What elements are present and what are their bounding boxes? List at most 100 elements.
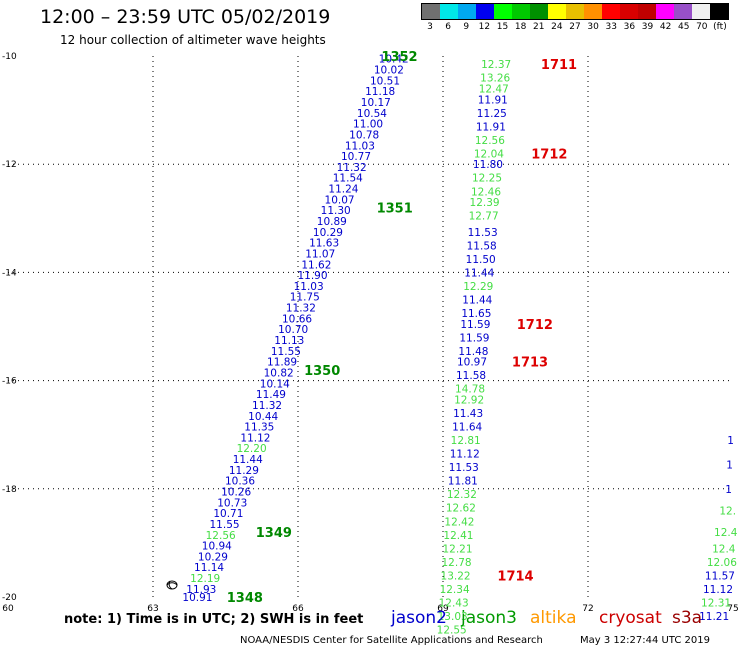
wave-height-value: 12.37 <box>481 59 511 71</box>
satellite-jason3-label: jason3 <box>461 608 517 628</box>
wave-height-value: 10.02 <box>374 65 404 77</box>
wave-height-value: 12.47 <box>479 83 509 95</box>
wave-height-value: 11.07 <box>305 248 335 260</box>
wave-height-value: 10.17 <box>361 97 391 109</box>
wave-height-value: 11.44 <box>462 294 492 306</box>
wave-height-value: 12.4 <box>714 527 738 539</box>
wave-height-value: 11.59 <box>459 332 489 344</box>
page-title: 12:00 – 23:59 UTC 05/02/2019 <box>40 6 331 28</box>
y-tick-label: -20 <box>2 593 17 603</box>
wave-height-value: 11.32 <box>286 303 316 315</box>
wave-height-value: 12.62 <box>446 503 476 515</box>
color-scale-bar <box>421 3 729 20</box>
wave-height-value: 13.22 <box>441 570 471 582</box>
y-tick-label: -18 <box>2 485 17 495</box>
y-axis-ticks: -10 -12 -14 -16 -18 -20 <box>2 52 17 603</box>
legend-swatch <box>674 4 692 19</box>
legend-label: 9 <box>463 22 470 32</box>
legend-swatch <box>566 4 584 19</box>
legend-label: 15 <box>496 22 509 32</box>
wave-height-value: 12.31 <box>701 597 731 609</box>
legend-swatch <box>638 4 656 19</box>
wave-height-value: 12.81 <box>451 435 481 447</box>
wave-height-value: 11.32 <box>337 162 367 174</box>
color-scale-labels: 3 6 9 12 15 18 21 24 27 30 33 36 39 42 45 70 (ft) <box>421 20 729 32</box>
wave-height-value: 11.24 <box>328 184 358 196</box>
wave-height-value: 11.55 <box>210 519 240 531</box>
wave-height-value: 10.71 <box>213 508 243 520</box>
wave-height-value: 10.78 <box>349 129 379 141</box>
wave-height-value: 11.14 <box>194 562 224 574</box>
wave-height-value: 10.29 <box>313 227 343 239</box>
wave-height-value: 11.35 <box>244 422 274 434</box>
wave-height-value: 12.25 <box>472 173 502 185</box>
wave-height-value: 12.55 <box>437 624 467 636</box>
wave-height-value: 11.00 <box>353 119 383 131</box>
track-number-label: 1712 <box>531 147 567 162</box>
wave-height-value: 11.53 <box>468 227 498 239</box>
legend-swatch <box>476 4 494 19</box>
wave-height-values: 10.4210.0210.5111.1810.1710.5411.0010.78… <box>182 54 737 637</box>
track-number-label: 1711 <box>541 58 577 73</box>
track-number-label: 1352 <box>381 50 417 65</box>
track-number-label: 1712 <box>517 318 553 333</box>
track-number-label: 1714 <box>497 569 533 584</box>
wave-height-value: 12.77 <box>469 211 499 223</box>
wave-height-value: 12.56 <box>206 530 236 542</box>
wave-height-value: 1 <box>727 435 734 447</box>
wave-height-value: 11.65 <box>461 308 491 320</box>
track-labels: 1352 1351 1350 1349 1348 1711 1712 1712 1713 1714 <box>227 50 577 606</box>
wave-height-value: 11.49 <box>256 389 286 401</box>
wave-height-value: 12.21 <box>442 543 472 555</box>
wave-height-value: 1 <box>725 484 732 496</box>
legend-label: 12 <box>478 22 491 32</box>
legend-label: 39 <box>641 22 654 32</box>
legend-label: 42 <box>659 22 672 32</box>
wave-height-value: 10.51 <box>370 75 400 87</box>
wave-height-value: 10.42 <box>379 54 409 66</box>
track-number-label: 1349 <box>256 526 292 541</box>
wave-height-value: 10.82 <box>264 367 294 379</box>
wave-height-value: 12.41 <box>443 530 473 542</box>
wave-height-value: 12.20 <box>237 443 267 455</box>
wave-height-value: 10.29 <box>198 551 228 563</box>
satellite-cryosat-label: cryosat <box>599 608 662 628</box>
wave-height-value: 11.89 <box>267 357 297 369</box>
wave-height-value: 11.50 <box>466 254 496 266</box>
x-tick-label: 75 <box>727 604 738 614</box>
wave-height-value: 11.75 <box>290 292 320 304</box>
wave-height-value: 12.4 <box>712 543 736 555</box>
track-number-label: 1351 <box>377 201 413 216</box>
wave-height-value: 12.34 <box>440 584 470 596</box>
wave-height-value: 10.07 <box>325 194 355 206</box>
wave-height-value: 12.39 <box>470 197 500 209</box>
wave-height-value: 11.12 <box>450 449 480 461</box>
chart-grid <box>8 56 733 597</box>
wave-height-value: 11.90 <box>297 270 327 282</box>
legend-swatch <box>494 4 512 19</box>
wave-height-value: 11.91 <box>478 94 508 106</box>
wave-height-value: 12.19 <box>190 573 220 585</box>
wave-height-value: 12.32 <box>447 489 477 501</box>
wave-height-value: 11.12 <box>240 432 270 444</box>
wave-height-value: 11.57 <box>705 570 735 582</box>
legend-label: 6 <box>445 22 452 32</box>
wave-height-value: 11.21 <box>699 611 729 623</box>
wave-height-value: 10.44 <box>248 411 278 423</box>
legend-swatch <box>710 4 728 19</box>
legend-swatch <box>584 4 602 19</box>
credit-text: NOAA/NESDIS Center for Satellite Applica… <box>240 635 543 646</box>
wave-height-value: 11.29 <box>229 465 259 477</box>
track-number-label: 1713 <box>512 356 548 371</box>
x-tick-label: 63 <box>147 604 158 614</box>
satellite-altika-label: altika <box>530 608 577 628</box>
wave-height-value: 11.25 <box>477 108 507 120</box>
wave-height-value: 10.73 <box>217 497 247 509</box>
legend-label: 33 <box>605 22 617 32</box>
y-tick-label: -12 <box>2 160 17 170</box>
wave-height-value: 12.06 <box>707 557 737 569</box>
wave-height-value: 10.14 <box>260 378 290 390</box>
wave-height-value: 14.78 <box>455 384 485 396</box>
wave-height-value: 11.80 <box>473 159 503 171</box>
